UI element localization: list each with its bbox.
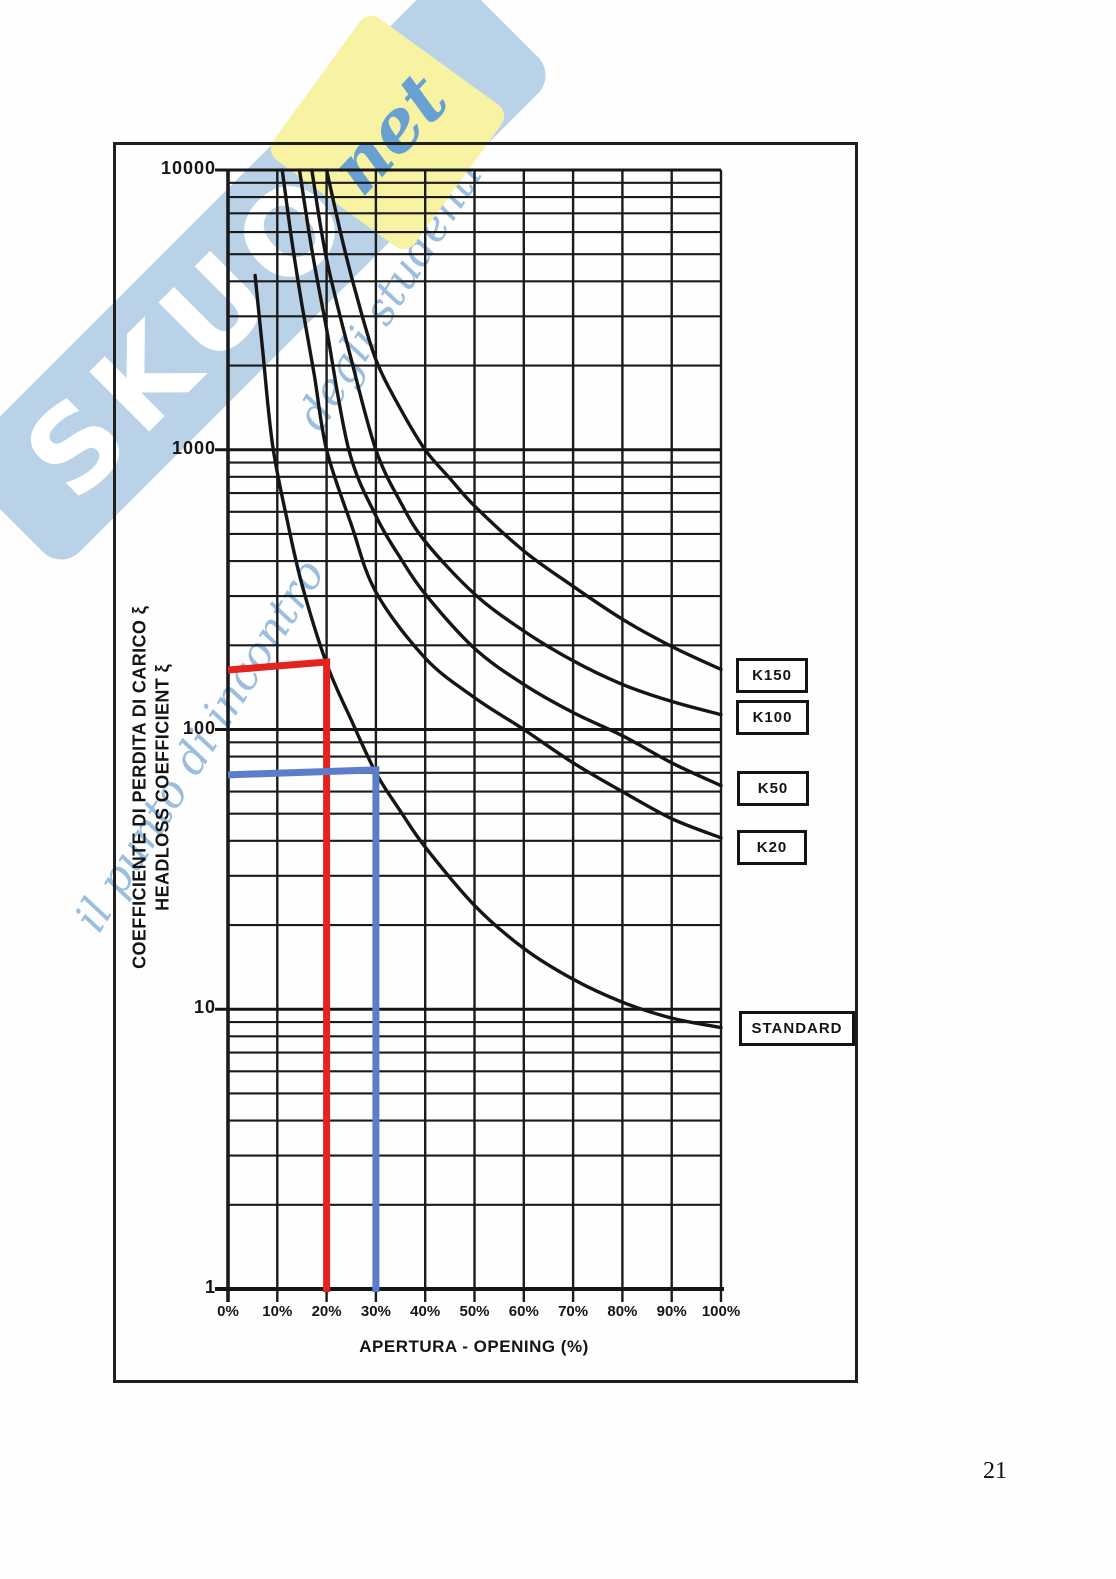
figure-frame [113,142,858,1383]
curve-label-k150: K150 [736,658,808,693]
curve-k50 [297,168,723,788]
curve-k100 [310,168,723,717]
y-axis-title: COEFFICIENTE DI PERDITA DI CARICO ξ HEAD… [129,497,176,1077]
y-axis-title-line1: COEFFICIENTE DI PERDITA DI CARICO ξ [129,605,150,969]
page-number: 21 [983,1458,1007,1484]
red-reading-line [227,658,331,1292]
blue-reading-line [227,766,380,1292]
y-axis-title-line2: HEADLOSS COEFFICIENT ξ [153,663,173,911]
curve-label-k100: K100 [736,700,809,735]
curve-standard [253,273,723,1030]
curve-k20 [280,168,723,840]
x-axis-title: APERTURA - OPENING (%) [359,1337,589,1356]
curve-label-k50: K50 [737,771,809,806]
curve-k150 [324,168,723,672]
curve-label-k20: K20 [737,830,807,865]
curve-label-standard: STANDARD [739,1011,855,1046]
